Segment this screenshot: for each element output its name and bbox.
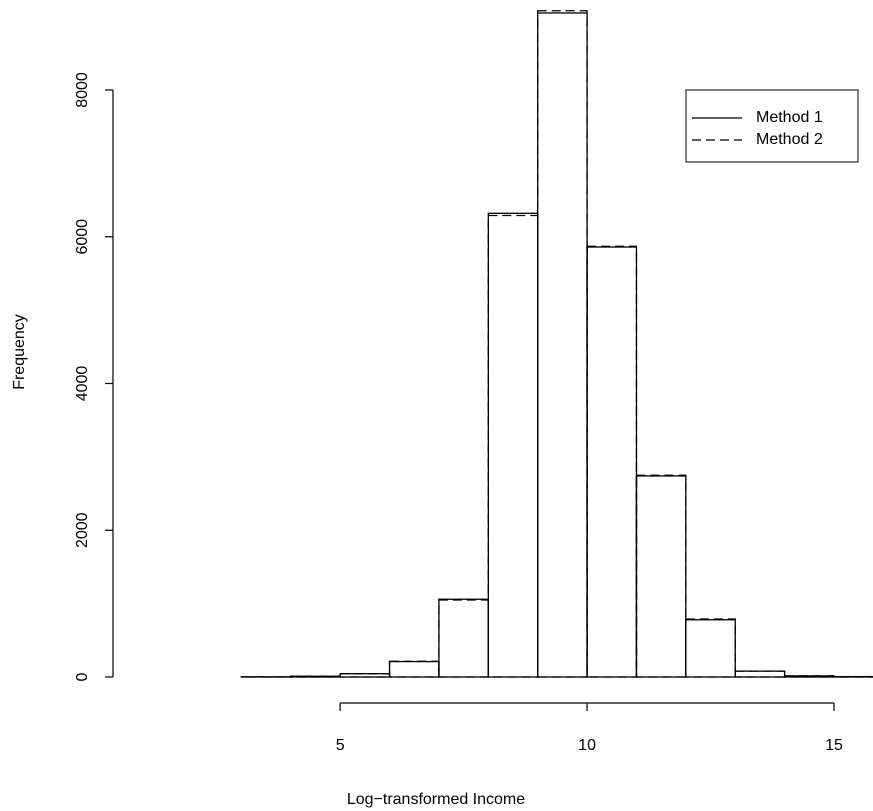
y-tick-label: 2000: [74, 512, 91, 548]
y-tick-label: 0: [74, 672, 91, 681]
bar: [685, 618, 736, 678]
bar: [586, 246, 638, 678]
bar: [685, 619, 736, 678]
bar: [388, 660, 440, 678]
x-axis-label: Log−transformed Income: [347, 791, 525, 808]
y-tick-label: 4000: [74, 366, 91, 402]
y-axis-label: Frequency: [11, 314, 28, 390]
y-tick-label: 6000: [74, 219, 91, 255]
bar: [537, 10, 588, 678]
bar: [388, 660, 440, 678]
x-tick-label: 15: [825, 737, 843, 754]
bar: [339, 673, 391, 678]
bar: [537, 12, 588, 678]
bar: [438, 598, 489, 678]
bar: [487, 214, 539, 678]
bar: [734, 670, 786, 678]
bar: [783, 675, 835, 678]
y-tick-label: 8000: [74, 72, 91, 108]
bar: [290, 675, 341, 678]
legend-label: Method 1: [756, 109, 823, 126]
bar: [487, 212, 539, 678]
bar: [734, 670, 786, 678]
bar: [586, 245, 638, 678]
bar: [635, 474, 687, 678]
legend-label: Method 2: [756, 131, 823, 148]
bar: [438, 599, 489, 678]
bar: [635, 475, 687, 678]
x-tick-label: 5: [336, 737, 345, 754]
legend-box: [685, 89, 859, 163]
x-tick-label: 10: [578, 737, 596, 754]
